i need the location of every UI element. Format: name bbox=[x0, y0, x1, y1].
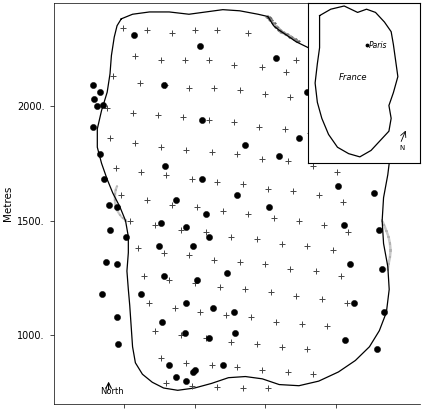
Y-axis label: Metres: Metres bbox=[3, 186, 13, 221]
Polygon shape bbox=[381, 221, 392, 270]
Text: North: North bbox=[100, 387, 124, 396]
Polygon shape bbox=[268, 15, 297, 43]
Polygon shape bbox=[114, 186, 127, 221]
